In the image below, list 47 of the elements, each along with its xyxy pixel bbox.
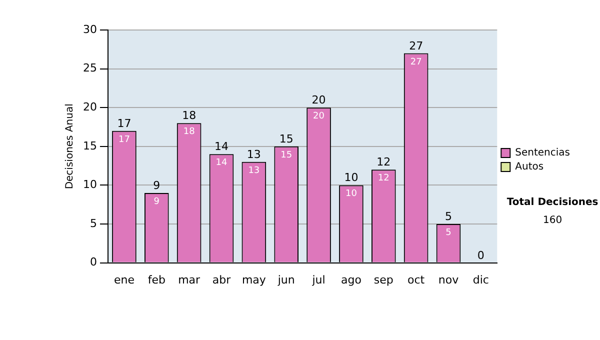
y-axis-title: Decisiones Anual: [64, 104, 76, 190]
x-tick-label: nov: [438, 273, 460, 286]
x-tick-label: dic: [472, 273, 489, 286]
data-label: 9: [154, 196, 160, 207]
y-tick-label: 20: [82, 100, 97, 114]
data-label: 5: [446, 228, 452, 238]
data-label: 13: [248, 166, 260, 176]
total-label: 10: [344, 171, 358, 184]
data-label: 15: [280, 150, 292, 160]
total-label: 0: [477, 248, 484, 262]
x-tick-label: oct: [408, 273, 426, 286]
x-tick-label: jul: [311, 273, 326, 286]
x-tick-label: abr: [212, 273, 232, 286]
x-tick-label: ene: [114, 273, 135, 286]
legend-label: Autos: [515, 162, 544, 173]
total-label: 18: [182, 109, 196, 122]
data-label: 17: [118, 134, 130, 145]
total-label: 9: [153, 178, 160, 192]
total-label: 27: [409, 39, 424, 52]
y-tick-label: 0: [90, 256, 97, 269]
x-tick-label: mar: [178, 273, 201, 286]
x-tick-label: feb: [148, 273, 166, 286]
data-label: 18: [183, 127, 196, 138]
data-label: 12: [378, 174, 390, 184]
data-label: 14: [216, 158, 228, 168]
total-label: 20: [312, 94, 326, 107]
y-tick-label: 10: [82, 178, 97, 192]
total-label: 15: [279, 132, 294, 146]
y-tick-label: 15: [82, 139, 97, 152]
total-label: 17: [117, 116, 132, 130]
x-tick-label: jun: [276, 273, 295, 286]
data-label: 10: [345, 189, 358, 200]
y-tick-label: 30: [82, 22, 97, 36]
total-label: 12: [376, 156, 391, 169]
total-label: 14: [214, 140, 228, 154]
total-label: 5: [444, 210, 452, 223]
data-label: 20: [313, 112, 325, 122]
x-tick-label: may: [242, 273, 266, 286]
y-tick-label: 5: [90, 216, 97, 230]
y-tick-label: 25: [82, 62, 97, 75]
x-tick-label: sep: [374, 273, 394, 286]
legend-label: Sentencias: [515, 148, 570, 159]
data-label: 27: [410, 57, 422, 68]
x-tick-label: ago: [340, 273, 362, 286]
text: 160: [543, 215, 562, 226]
text: Total Decisiones: [506, 197, 598, 208]
total-label: 13: [246, 148, 261, 161]
